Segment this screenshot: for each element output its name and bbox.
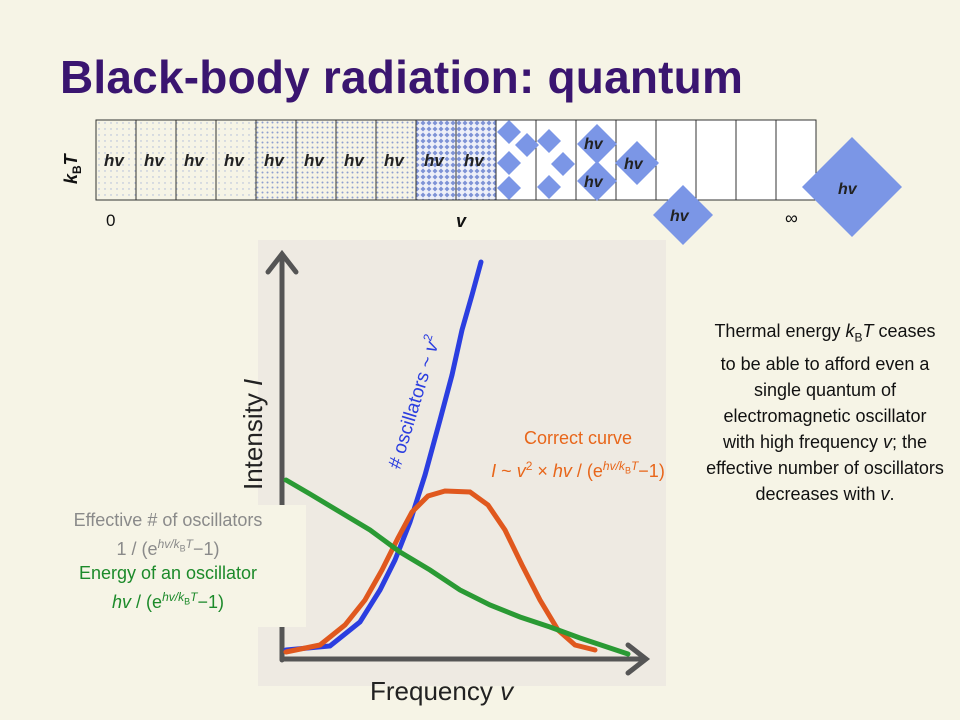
hv-label: hv	[584, 174, 604, 191]
correct-curve	[283, 488, 598, 655]
oscillator-energy-formula: hv / (ehv/kBT−1)	[112, 590, 224, 612]
y-axis-label: Intensity I	[238, 379, 268, 490]
energy-per-oscillator-curve	[283, 477, 631, 657]
quantum-diamonds-medium: hv hv hv hv	[577, 124, 713, 245]
x-axis-label: Frequency v	[370, 676, 515, 706]
quantum-diamonds-small	[497, 120, 575, 200]
effective-oscillators-label: Effective # of oscillators	[73, 510, 263, 530]
axis-infinity: ∞	[785, 208, 798, 228]
hv-label: hv	[264, 151, 285, 170]
hv-label: hv	[624, 156, 644, 173]
legend-panel	[32, 505, 306, 627]
hv-labels: hv hv hv hv hv hv hv hv hv hv	[104, 151, 485, 170]
hv-label: hv	[104, 151, 125, 170]
hv-label: hv	[304, 151, 325, 170]
hv-label: hv	[464, 151, 485, 170]
hv-label: hv	[424, 151, 445, 170]
slide-title: Black-body radiation: quantum	[60, 51, 744, 103]
hv-label: hv	[184, 151, 205, 170]
hv-label: hv	[838, 181, 858, 198]
hv-label: hv	[344, 151, 365, 170]
plot-background	[258, 240, 666, 686]
correct-curve-formula: I ~ v2 × hv / (ehv/kBT−1)	[491, 459, 665, 481]
legend-panel-text: Effective # of oscillators 1 / (ehv/kBT−…	[32, 508, 304, 614]
oscillator-energy-label: Energy of an oscillator	[78, 563, 258, 583]
hv-label: hv	[144, 151, 165, 170]
correct-curve-title: Correct curve	[523, 428, 633, 448]
hv-label: hv	[224, 151, 245, 170]
hv-cells-small	[95, 119, 497, 201]
energy-strip: hv hv hv hv hv hv hv hv hv hv hv hv hv h…	[61, 119, 902, 245]
hv-label: hv	[670, 208, 690, 225]
kbt-label: kBT	[61, 152, 84, 184]
hv-label: hv	[584, 136, 604, 153]
axis-zero: 0	[106, 211, 115, 230]
oscillators-curve	[283, 259, 484, 653]
explanation-text: Thermal energy kBT ceases to be able to …	[706, 321, 944, 504]
effective-oscillators-formula: 1 / (ehv/kBT−1)	[116, 537, 220, 559]
axis-nu: v	[456, 211, 467, 231]
correct-curve-label: Correct curve I ~ v2 × hv / (ehv/kBT−1)	[458, 424, 698, 485]
quantum-diamond-large: hv	[802, 137, 902, 237]
hv-label: hv	[384, 151, 405, 170]
